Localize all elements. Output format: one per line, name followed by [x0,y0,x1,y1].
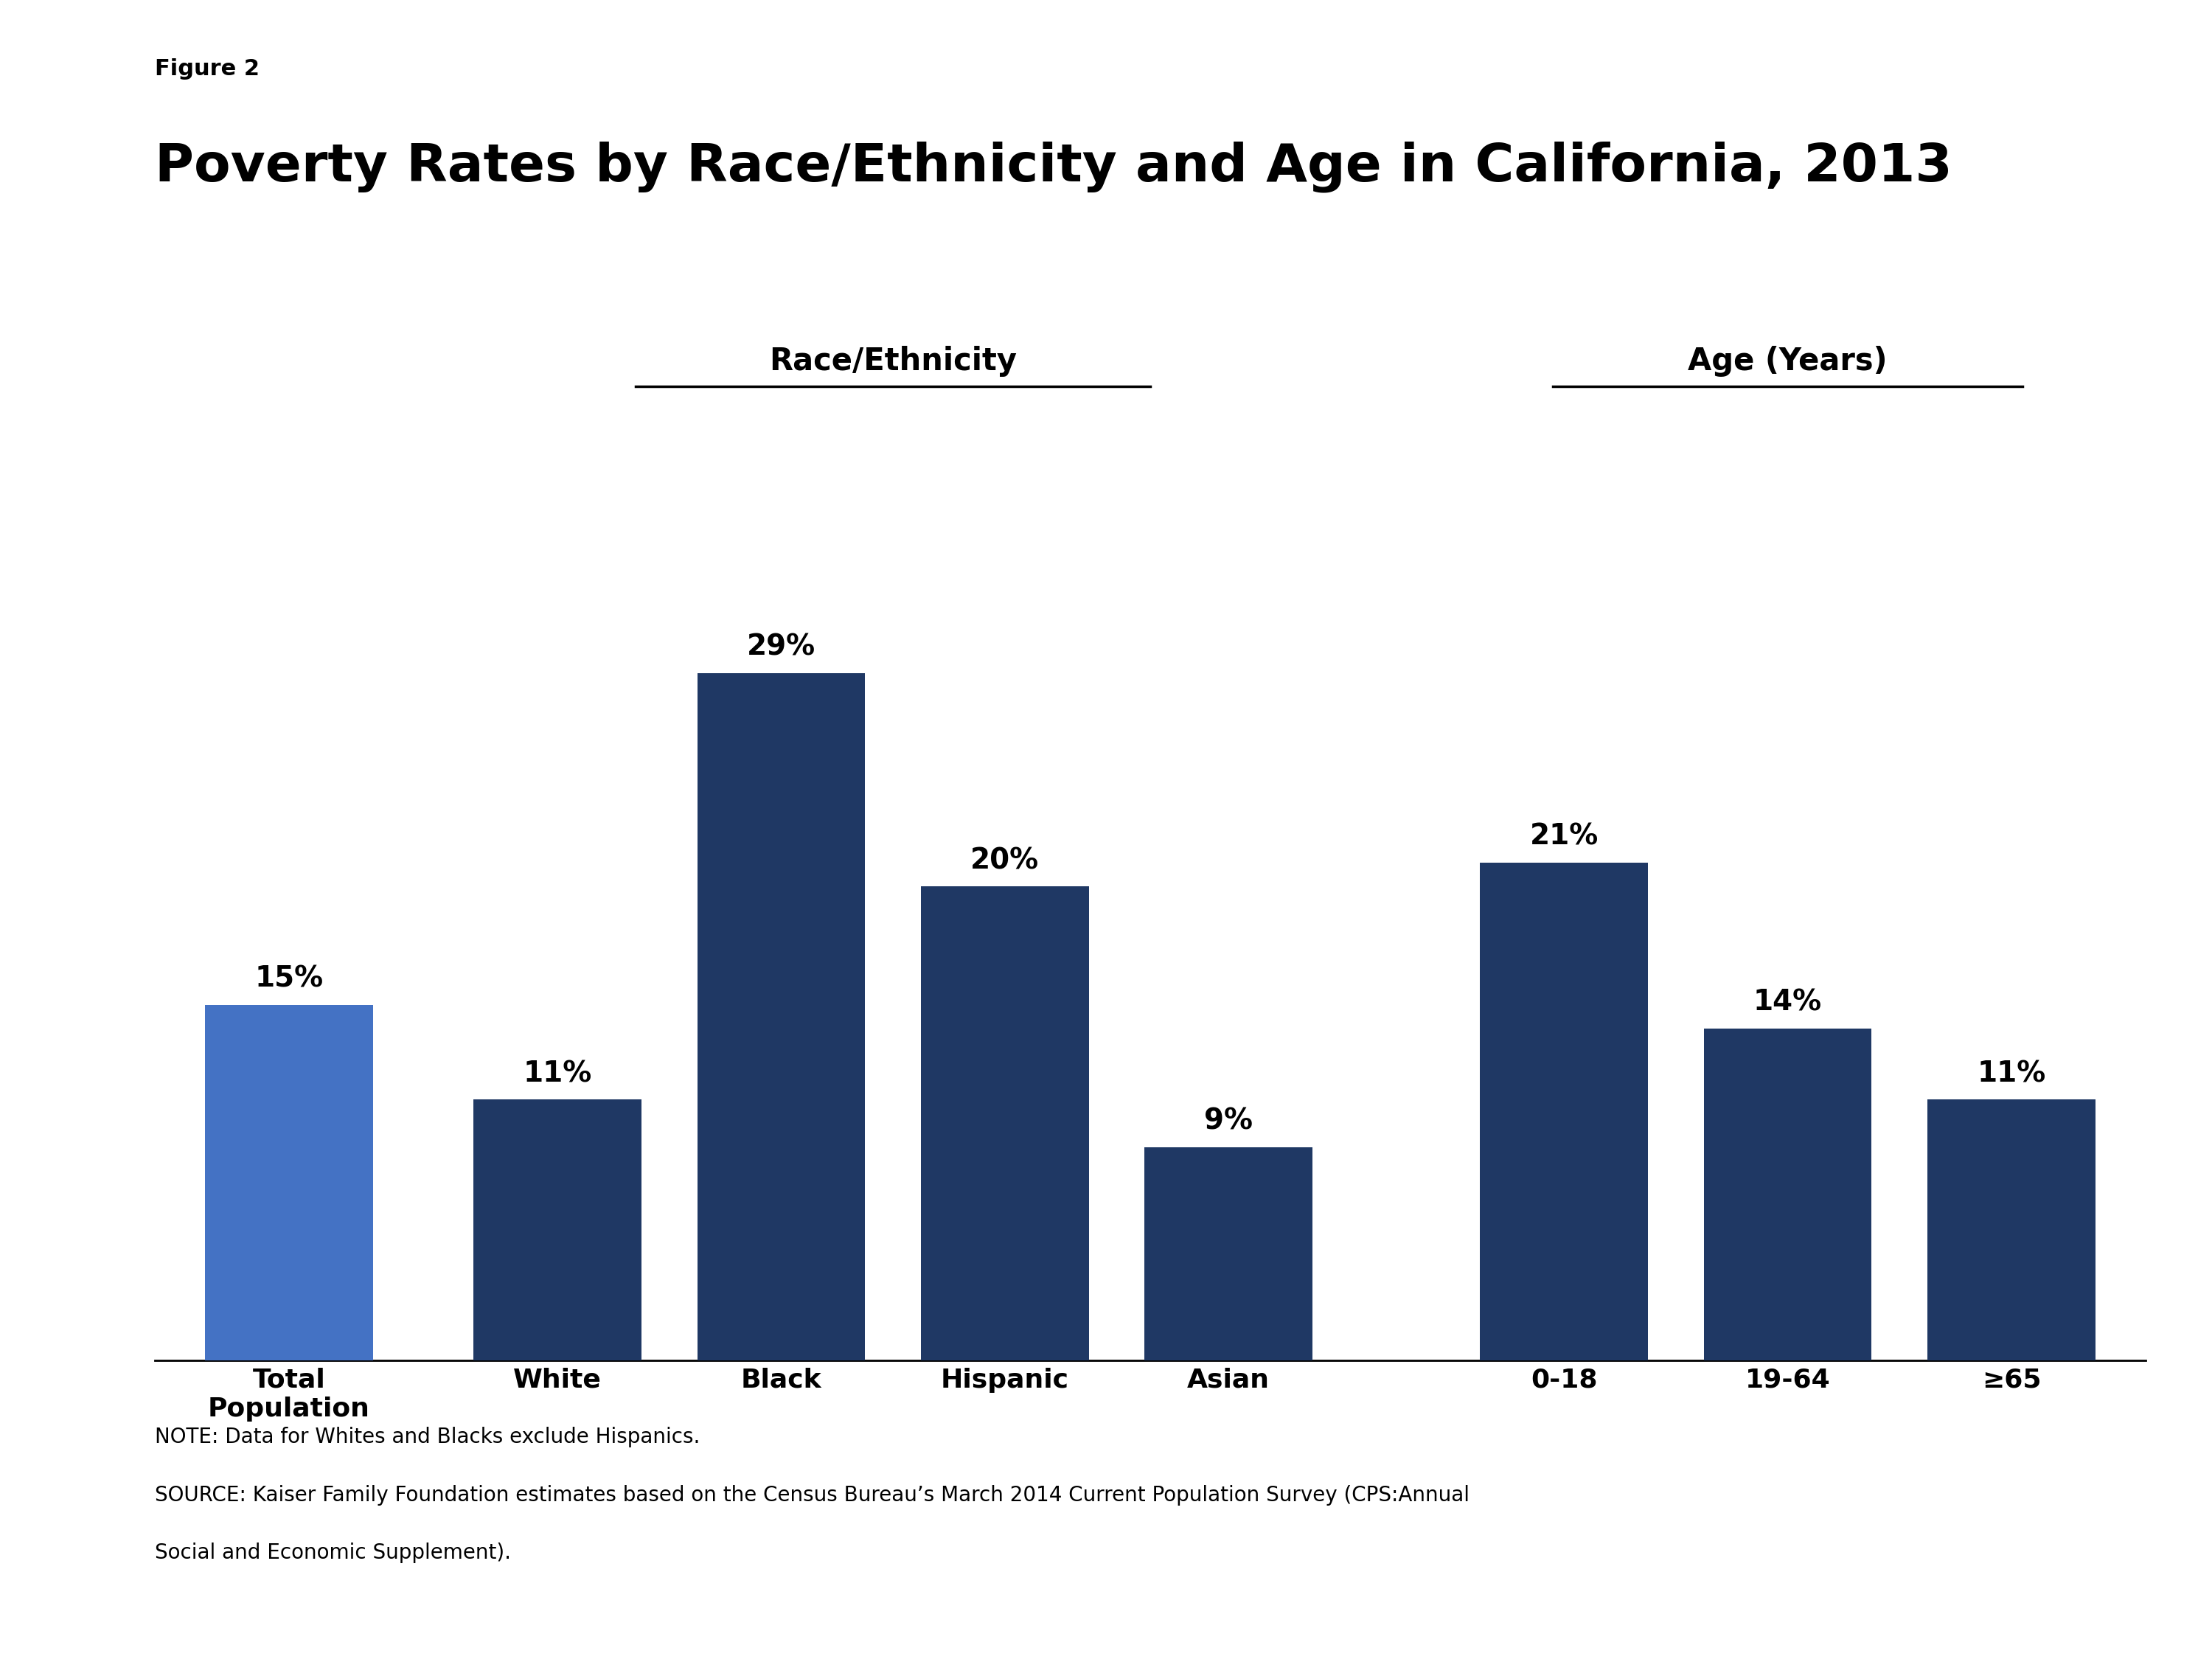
Text: Figure 2: Figure 2 [155,58,259,80]
Text: THE HENRY J.: THE HENRY J. [1993,1475,2057,1485]
Bar [1480,863,1648,1360]
Bar [1927,1100,2095,1360]
Text: NOTE: Data for Whites and Blacks exclude Hispanics.: NOTE: Data for Whites and Blacks exclude… [155,1427,699,1447]
Text: SOURCE: Kaiser Family Foundation estimates based on the Census Bureau’s March 20: SOURCE: Kaiser Family Foundation estimat… [155,1485,1469,1505]
Text: 20%: 20% [971,846,1040,874]
Text: 21%: 21% [1531,823,1599,851]
Text: KAISER: KAISER [1993,1515,2057,1530]
Text: FAMILY: FAMILY [1995,1556,2055,1571]
Text: Age (Years): Age (Years) [1688,345,1887,377]
Text: Poverty Rates by Race/Ethnicity and Age in California, 2013: Poverty Rates by Race/Ethnicity and Age … [155,141,1953,192]
Bar [473,1100,641,1360]
Text: Race/Ethnicity: Race/Ethnicity [770,345,1018,377]
Bar [1703,1029,1871,1360]
Text: 29%: 29% [748,634,816,662]
Bar [920,886,1088,1360]
Text: 14%: 14% [1754,989,1823,1017]
Text: 15%: 15% [254,966,323,994]
Bar [206,1005,374,1360]
Bar [1144,1146,1312,1360]
Bar [697,674,865,1360]
Text: Social and Economic Supplement).: Social and Economic Supplement). [155,1543,511,1563]
Text: 11%: 11% [1978,1060,2046,1088]
Text: FOUNDATION: FOUNDATION [1993,1599,2057,1609]
Text: 9%: 9% [1203,1107,1252,1135]
Text: 11%: 11% [522,1060,593,1088]
